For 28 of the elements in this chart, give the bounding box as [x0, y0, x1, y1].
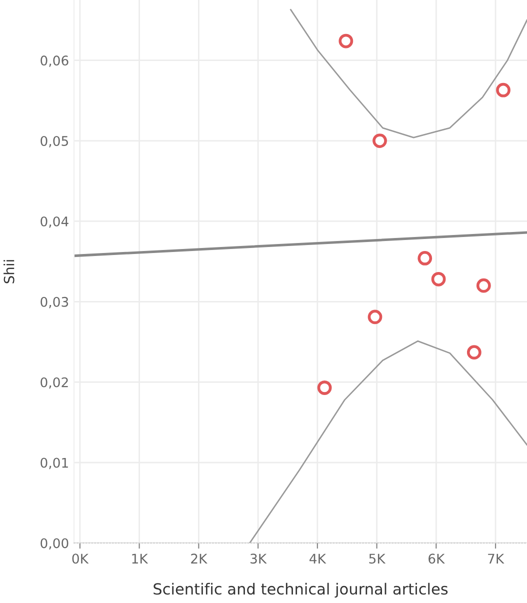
x-axis-title: Scientific and technical journal articles [154, 582, 448, 598]
x-tick-label: 2K [191, 554, 208, 564]
x-tick-label: 4K [310, 554, 326, 564]
point [476, 278, 491, 293]
point [496, 82, 510, 98]
y-tick-label: 0,02 [40, 377, 68, 389]
y-axis-title: Shii [4, 260, 14, 284]
x-tick-label: 7K [488, 554, 504, 564]
x-tick-label: 5K [369, 554, 386, 564]
y-tick-label: 0,03 [40, 296, 68, 308]
point [368, 310, 382, 324]
y-tick-label: 0,05 [40, 136, 68, 148]
x-tick-label: 3K [250, 554, 267, 564]
point [338, 34, 354, 48]
y-tick-label: 0,01 [40, 458, 68, 470]
point [317, 380, 332, 395]
line-series [249, 340, 527, 543]
point [466, 345, 482, 360]
point [431, 272, 446, 286]
line-series [290, 8, 527, 138]
y-tick-label: 0,06 [40, 56, 68, 67]
y-tick-label: 0,00 [40, 538, 68, 550]
x-tick-label: 1K [132, 554, 148, 564]
x-tick-label: 0K [72, 554, 89, 564]
point [372, 134, 387, 148]
point [418, 251, 432, 266]
y-tick-label: 0,04 [40, 216, 68, 228]
x-tick-label: 6K [428, 554, 445, 564]
